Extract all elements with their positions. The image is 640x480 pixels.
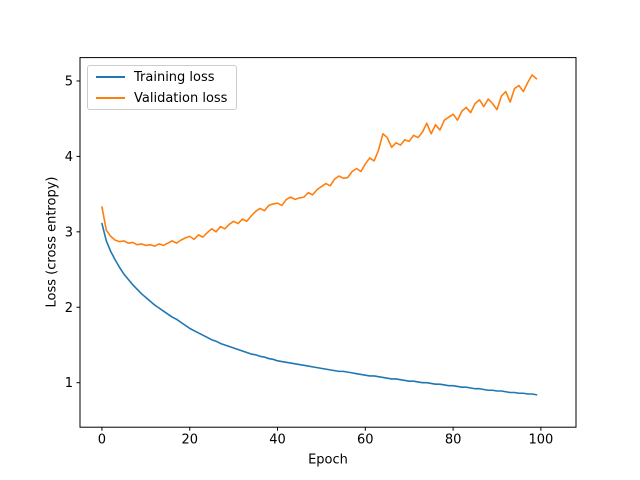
x-tick-label: 20 — [181, 432, 198, 447]
y-tick-label: 5 — [65, 75, 73, 90]
validation-loss-line — [101, 74, 538, 247]
x-tick-label: 80 — [445, 432, 462, 447]
x-tick-label: 100 — [528, 432, 553, 447]
y-axis-label: Loss (cross entropy) — [44, 176, 60, 308]
x-axis-label: Epoch — [308, 452, 348, 468]
training-loss-line-swatch — [96, 76, 125, 78]
x-tick-label: 0 — [98, 432, 106, 447]
legend-label-validation: Validation loss — [134, 90, 228, 106]
validation-loss-line-swatch — [96, 97, 125, 99]
plot-area — [79, 57, 577, 428]
legend-item-validation: Validation loss — [96, 89, 228, 108]
y-tick-label: 3 — [65, 225, 73, 240]
x-tick-label: 40 — [269, 432, 286, 447]
x-tick-label: 60 — [357, 432, 374, 447]
y-tick-label: 1 — [65, 376, 73, 391]
y-tick-label: 2 — [65, 301, 73, 316]
legend: Training loss Validation loss — [87, 65, 237, 110]
training-loss-line — [101, 222, 538, 396]
y-tick-label: 4 — [65, 150, 73, 165]
legend-label-training: Training loss — [134, 69, 215, 85]
legend-item-training: Training loss — [96, 68, 228, 87]
